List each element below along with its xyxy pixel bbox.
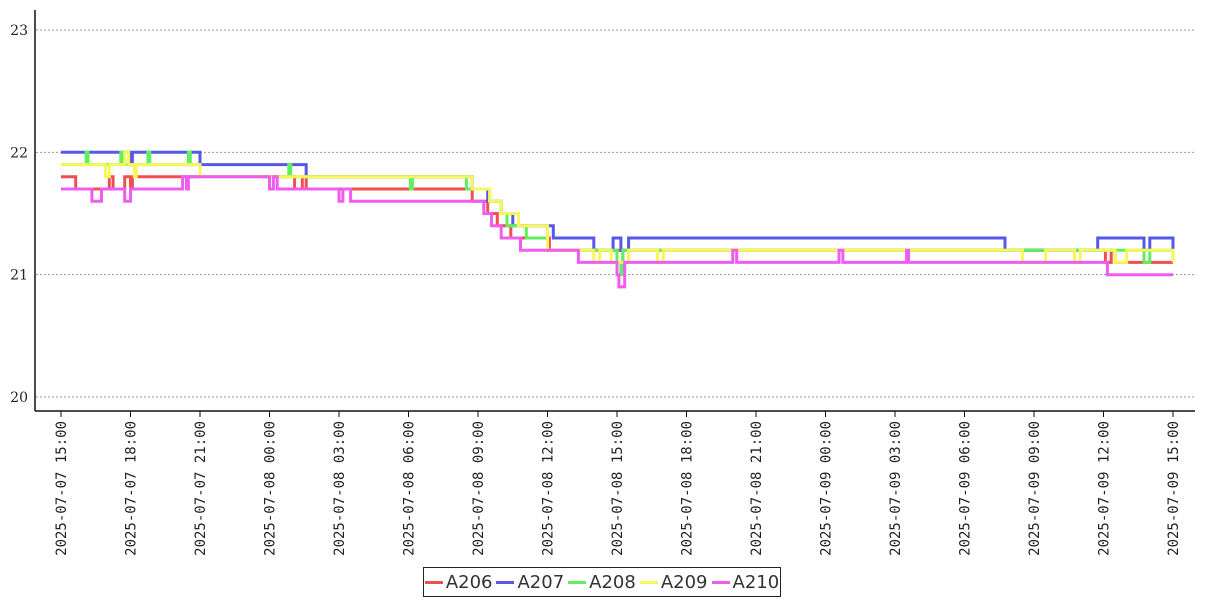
y-tick-label: 20 bbox=[10, 390, 28, 406]
y-tick-labels: 20 21 22 23 bbox=[10, 23, 28, 406]
legend-item-a206: A206 bbox=[424, 571, 493, 593]
x-tick-label: 2025-07-08 12:00 bbox=[541, 421, 557, 556]
x-tick-label: 2025-07-08 15:00 bbox=[610, 421, 626, 556]
x-tick-label: 2025-07-09 03:00 bbox=[888, 421, 904, 556]
x-tick-label: 2025-07-08 09:00 bbox=[471, 421, 487, 556]
series-line-a208 bbox=[61, 150, 1173, 277]
legend: A206 A207 A208 A209 A210 bbox=[423, 567, 781, 597]
legend-label: A206 bbox=[445, 571, 493, 593]
series-line-a207 bbox=[61, 150, 1175, 252]
x-tick-label: 2025-07-09 00:00 bbox=[819, 421, 835, 556]
x-tick-label: 2025-07-09 06:00 bbox=[958, 421, 974, 556]
legend-label: A208 bbox=[589, 571, 636, 593]
x-tick-label: 2025-07-08 18:00 bbox=[680, 421, 696, 556]
axes bbox=[34, 10, 1195, 412]
x-tick-label: 2025-07-07 15:00 bbox=[54, 421, 70, 556]
legend-swatch bbox=[568, 580, 587, 584]
x-tick-label: 2025-07-08 21:00 bbox=[749, 421, 765, 556]
legend-item-a207: A207 bbox=[496, 572, 564, 593]
legend-item-a208: A208 bbox=[568, 572, 636, 593]
x-tick-label: 2025-07-08 06:00 bbox=[402, 421, 418, 556]
legend-item-a210: A210 bbox=[711, 571, 780, 593]
legend-swatch bbox=[639, 580, 658, 584]
y-tick-label: 22 bbox=[10, 145, 28, 161]
series-line-a210 bbox=[61, 175, 1173, 289]
legend-label: A210 bbox=[732, 571, 780, 593]
legend-swatch bbox=[711, 580, 730, 584]
x-tick-labels: 2025-07-07 15:00 2025-07-07 18:00 2025-07-… bbox=[54, 411, 1182, 556]
x-tick-label: 2025-07-07 18:00 bbox=[124, 421, 140, 556]
legend-swatch bbox=[424, 580, 443, 584]
x-tick-label: 2025-07-07 21:00 bbox=[193, 421, 209, 556]
gridlines bbox=[36, 29, 1195, 398]
y-tick-label: 21 bbox=[10, 268, 28, 284]
x-tick-label: 2025-07-08 00:00 bbox=[263, 421, 279, 556]
legend-label: A209 bbox=[660, 571, 708, 593]
x-tick-label: 2025-07-09 15:00 bbox=[1166, 421, 1182, 556]
legend-label: A207 bbox=[517, 571, 565, 593]
legend-item-a209: A209 bbox=[639, 571, 708, 593]
x-tick-label: 2025-07-09 09:00 bbox=[1027, 421, 1043, 556]
x-tick-label: 2025-07-08 03:00 bbox=[332, 421, 348, 556]
legend-swatch bbox=[496, 580, 515, 584]
series-lines bbox=[61, 150, 1175, 289]
x-tick-label: 2025-07-09 12:00 bbox=[1097, 421, 1113, 556]
y-tick-label: 23 bbox=[10, 23, 28, 39]
